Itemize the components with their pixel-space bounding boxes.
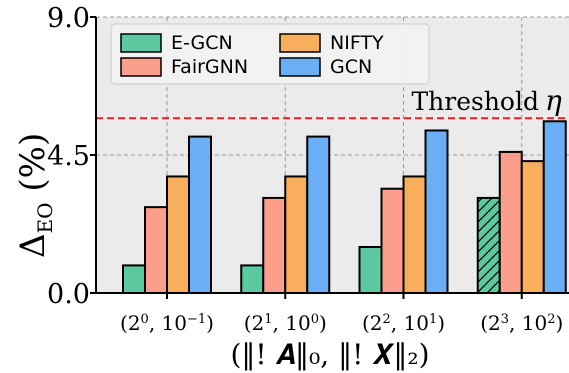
legend-swatch-e-gcn	[120, 33, 162, 53]
bars	[122, 120, 567, 295]
bar-gcn-3	[542, 120, 567, 295]
threshold-symbol: η	[545, 84, 562, 117]
bar-nifty-2	[402, 175, 427, 294]
legend: E-GCN NIFTY FairGNN GCN	[110, 23, 430, 85]
legend-swatch-fairgnn	[120, 57, 162, 77]
legend-swatch-gcn	[279, 57, 321, 77]
threshold-line-group: Threshold η	[96, 84, 569, 120]
bar-gcn-2	[424, 129, 449, 294]
bar-e-gcn-2	[358, 246, 383, 294]
legend-swatch-nifty	[279, 33, 321, 53]
legend-label-fairgnn: FairGNN	[171, 56, 248, 78]
y-axis-title: ΔEO (%)	[13, 133, 57, 258]
bar-fairgnn-1	[262, 196, 287, 294]
bar-e-gcn-1	[240, 264, 265, 294]
y-tick-label-2: 9.0	[47, 3, 90, 34]
x-tick-label-2: (22, 101)	[362, 311, 445, 335]
x-tick-label-1: (21, 100)	[244, 311, 327, 335]
y-tick-label-0: 0.0	[47, 279, 90, 310]
y-tick-label-1: 4.5	[47, 141, 90, 172]
bar-nifty-0	[166, 175, 190, 294]
bar-e-gcn-0	[122, 264, 146, 294]
bar-fairgnn-2	[380, 187, 405, 295]
x-tick-label-0: (20, 10−1)	[120, 311, 214, 335]
legend-label-e-gcn: E-GCN	[171, 32, 233, 54]
x-tick-label-3: (23, 102)	[480, 311, 563, 335]
legend-label-nifty: NIFTY	[330, 32, 384, 54]
axes: 0.0 4.5 9.0 (20, 10−1) (21, 100) (22, 101) (23…	[13, 3, 569, 371]
bar-gcn-1	[306, 135, 331, 294]
bar-e-gcn-3	[476, 196, 501, 294]
threshold-label: Threshold	[411, 87, 539, 116]
bar-nifty-1	[284, 175, 309, 294]
legend-label-gcn: GCN	[330, 56, 372, 78]
bar-fairgnn-0	[144, 206, 168, 294]
bar-gcn-0	[188, 135, 212, 294]
x-axis-title: (‖! 𝑨‖₀, ‖! 𝑿‖₂)	[230, 338, 429, 371]
bar-fairgnn-3	[498, 150, 523, 294]
legend-box	[110, 23, 430, 85]
bar-nifty-3	[520, 160, 545, 294]
